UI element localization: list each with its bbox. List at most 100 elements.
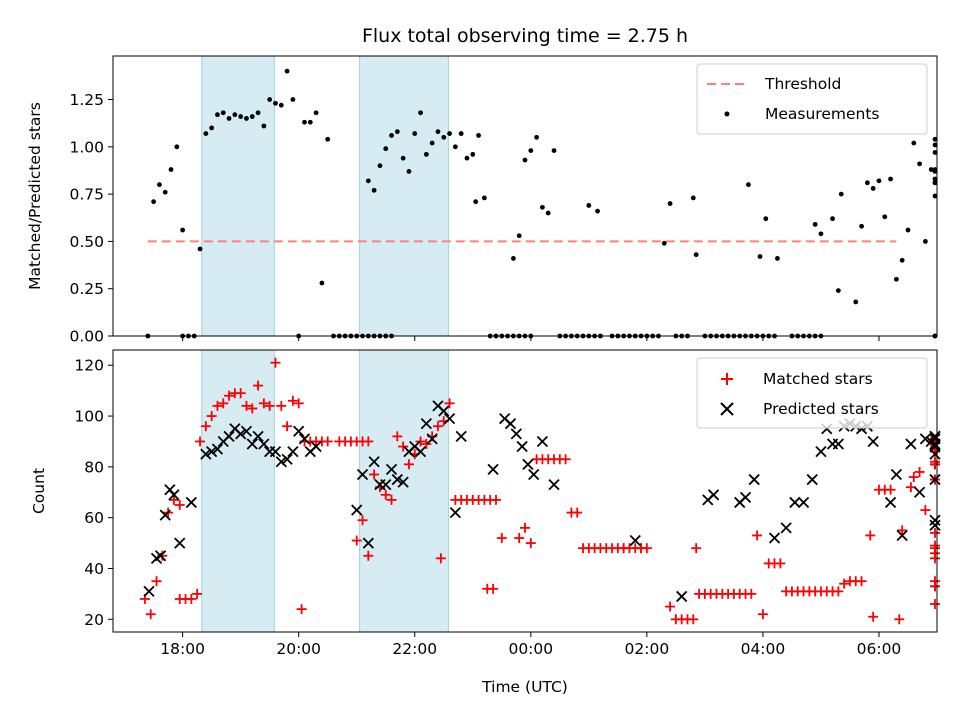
y-tick-label: 80 (84, 458, 104, 476)
bottom-panel: 18:00 20:00 22:00 00:00 02:00 04:00 06:00 20 40… (30, 349, 941, 696)
matched-star-point (572, 507, 583, 518)
y-tick-label: 20 (84, 611, 104, 629)
matched-star-point (839, 578, 850, 589)
measurement-point (470, 151, 476, 157)
predicted-star-point (298, 433, 311, 445)
measurement-point (859, 223, 864, 229)
predicted-star-point (748, 473, 760, 486)
top-legend: Threshold Measurements (696, 63, 928, 135)
measurement-point (763, 216, 769, 222)
top-y-ticks: 0.00 0.25 0.50 0.75 1.00 1.25 (69, 91, 113, 346)
y-tick-label: 100 (74, 408, 104, 426)
measurement-point (893, 276, 899, 282)
matched-star-point (421, 439, 432, 449)
matched-star-point (905, 482, 916, 493)
predicted-star-point (919, 433, 932, 445)
x-tick-label: 02:00 (625, 640, 670, 658)
matched-star-point (195, 436, 206, 447)
legend-measurements-label: Measurements (765, 105, 880, 123)
predicted-star-point (913, 486, 926, 498)
predicted-star-point (414, 445, 427, 458)
measurement-point (377, 163, 383, 169)
legend-predicted-label: Predicted stars (763, 400, 879, 418)
bottom-legend: Matched stars Predicted stars (696, 357, 928, 429)
predicted-star-point (929, 438, 941, 450)
measurement-point (267, 97, 273, 102)
measurement-point (864, 180, 870, 186)
predicted-star-point (884, 496, 897, 509)
predicted-star-point (905, 438, 917, 450)
matched-star-point (618, 543, 629, 554)
predicted-star-point (815, 445, 827, 458)
matched-star-point (264, 400, 275, 411)
predicted-star-point (528, 468, 540, 481)
measurement-point (551, 148, 557, 153)
measurement-point (458, 131, 464, 136)
matched-star-point (930, 576, 940, 587)
measurement-point (473, 199, 479, 205)
measurement-point (476, 133, 481, 138)
matched-star-point (691, 543, 702, 554)
matched-star-point (496, 533, 507, 543)
predicted-star-point (522, 458, 534, 470)
matched-star-point (276, 400, 287, 411)
predicted-star-point (258, 438, 270, 450)
matched-star-point (520, 522, 530, 533)
x-tick-label: 18:00 (160, 640, 205, 658)
matched-star-point (435, 553, 446, 564)
measurement-point (911, 140, 917, 146)
matched-star-point (920, 505, 931, 516)
measurement-point (534, 134, 540, 140)
predicted-star-point (391, 473, 403, 486)
highlight-span-0 (201, 349, 275, 633)
predicted-star-point (185, 496, 197, 509)
measurement-point (180, 227, 186, 233)
measurement-point (882, 214, 888, 220)
y-tick-label: 120 (74, 357, 104, 375)
predicted-star-point (200, 448, 212, 460)
matched-star-point (868, 611, 879, 622)
x-tick-label: 22:00 (392, 640, 437, 658)
predicted-star-point (516, 440, 528, 453)
measurement-point (690, 195, 696, 201)
matched-star-point (514, 533, 525, 543)
matched-stars-points (139, 357, 940, 625)
predicted-star-point (143, 585, 155, 597)
bottom-x-ticks: 18:00 20:00 22:00 00:00 02:00 04:00 06:00 (160, 632, 901, 658)
predicted-star-point (504, 418, 517, 430)
measurement-point (284, 68, 290, 74)
predicted-star-point (426, 433, 438, 445)
measurement-point (693, 252, 699, 258)
measurement-point (928, 167, 934, 172)
matched-star-point (775, 558, 786, 569)
matched-star-point (930, 459, 940, 470)
measurement-point (209, 125, 215, 131)
legend-threshold-label: Threshold (764, 75, 841, 93)
measurement-point (383, 146, 389, 152)
predicted-star-point (806, 473, 818, 486)
matched-star-point (665, 601, 676, 612)
matched-star-point (444, 398, 455, 409)
measurement-point (197, 246, 203, 252)
measurement-point (757, 254, 763, 259)
predicted-star-point (449, 506, 462, 519)
measurement-point (464, 155, 470, 161)
measurement-point (273, 100, 278, 106)
matched-star-point (282, 421, 293, 432)
predicted-star-point (269, 445, 282, 458)
predicted-star-point (676, 590, 688, 603)
measurement-point (540, 204, 545, 210)
measurement-point (812, 221, 818, 227)
matched-star-point (380, 489, 391, 500)
highlight-span-0 (201, 55, 275, 337)
matched-star-point (253, 380, 264, 391)
chart-title: Flux total observing time = 2.75 h (362, 25, 688, 47)
matched-star-point (914, 466, 925, 477)
measurement-point (661, 240, 667, 246)
predicted-star-point (929, 514, 941, 526)
matched-star-point (746, 588, 757, 599)
matched-star-point (241, 400, 252, 411)
measurement-point (510, 256, 516, 261)
predicted-star-point (174, 537, 186, 549)
matched-star-point (432, 421, 443, 432)
